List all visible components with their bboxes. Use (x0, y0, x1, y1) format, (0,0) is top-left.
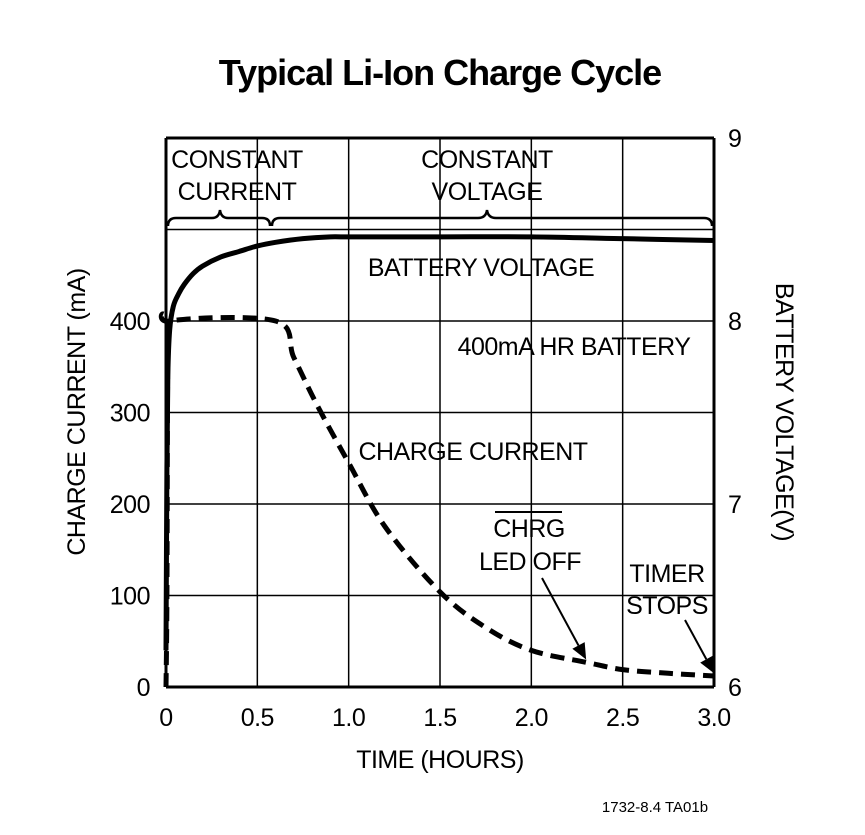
y-right-tick-label: 6 (728, 674, 741, 702)
timer-arrow-head (700, 655, 714, 674)
x-tick-label: 2.0 (515, 704, 548, 732)
x-tick-label: 1.0 (332, 704, 365, 732)
x-axis-label: TIME (HOURS) (356, 746, 524, 774)
y-right-tick-label: 8 (728, 308, 741, 336)
chrg-arrow-shaft (541, 577, 580, 646)
chrg-arrow-head (572, 642, 587, 660)
annotations: CONSTANT CURRENT CONSTANT VOLTAGE BATTER… (166, 146, 714, 620)
x-tick-label: 1.5 (423, 704, 456, 732)
series (158, 234, 715, 688)
label-charge-current: CHARGE CURRENT (358, 438, 587, 466)
phase-cc-line2: CURRENT (178, 178, 297, 206)
y-right-tick-label: 7 (728, 491, 741, 519)
label-led-off: LED OFF (479, 548, 581, 576)
x-tick-label: 0.5 (241, 704, 274, 732)
phase-cc-line1: CONSTANT (171, 146, 303, 174)
x-tick-label: 2.5 (606, 704, 639, 732)
bracket-constant-current (166, 209, 272, 227)
label-stops: STOPS (626, 592, 708, 620)
charge-current-line (158, 311, 715, 688)
label-chrg: CHRG (493, 515, 565, 543)
timer-arrow-shaft (684, 619, 708, 660)
label-timer: TIMER (629, 560, 704, 588)
tick-labels: 0 0.5 1.0 1.5 2.0 2.5 3.0 0 100 200 300 400 6 7 8 9 (110, 125, 742, 732)
y-left-tick-label: 200 (110, 491, 150, 519)
label-battery: 400mA HR BATTERY (458, 333, 692, 361)
chart-title: Typical Li-Ion Charge Cycle (219, 52, 661, 93)
y-axis-right-label: BATTERY VOLTAGE(V) (770, 283, 798, 541)
battery-voltage-line (163, 234, 715, 651)
y-left-tick-label: 0 (137, 674, 150, 702)
y-left-tick-label: 100 (110, 583, 150, 611)
figure-id: 1732-8.4 TA01b (602, 799, 708, 816)
bracket-constant-voltage (270, 209, 714, 227)
phase-cv-line1: CONSTANT (421, 146, 553, 174)
x-tick-label: 3.0 (697, 704, 730, 732)
phase-cv-line2: VOLTAGE (432, 178, 543, 206)
y-right-tick-label: 9 (728, 125, 741, 153)
grid (164, 136, 716, 689)
arrows (541, 577, 714, 674)
x-tick-label: 0 (159, 704, 172, 732)
y-left-tick-label: 300 (110, 400, 150, 428)
y-left-tick-label: 400 (110, 308, 150, 336)
y-axis-left-label: CHARGE CURRENT (mA) (63, 268, 91, 555)
label-battery-voltage: BATTERY VOLTAGE (368, 254, 594, 282)
